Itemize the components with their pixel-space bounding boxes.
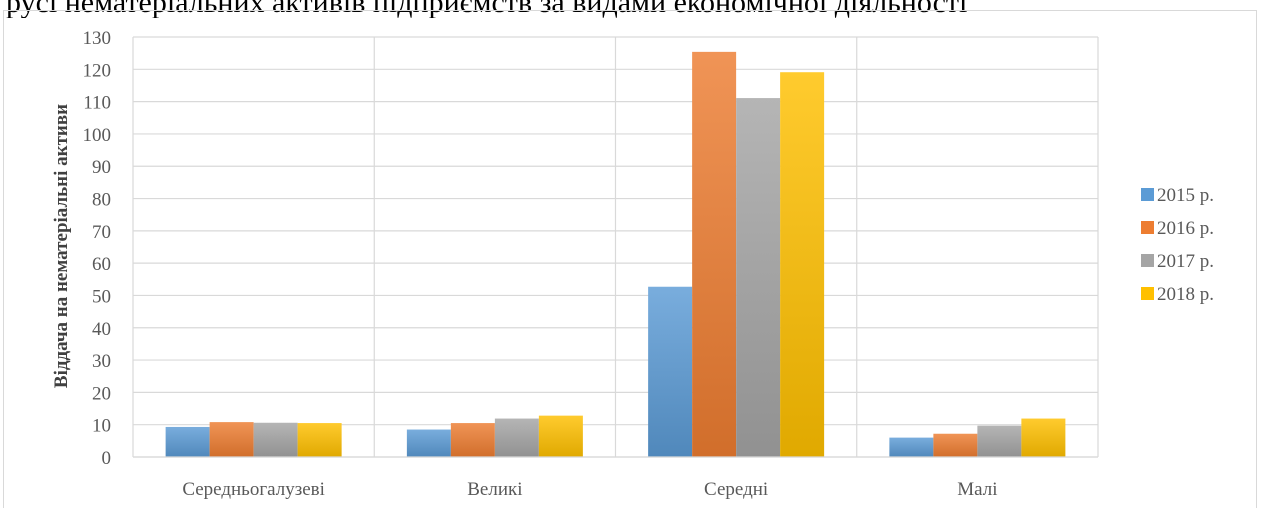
bar [780, 72, 825, 457]
legend-label: 2017 р. [1157, 251, 1214, 272]
bar [494, 418, 539, 457]
bar [165, 426, 210, 457]
top-text-line: русі нематеріальних активів підприємств … [0, 0, 1261, 18]
y-tick-label: 30 [92, 351, 111, 372]
y-tick-label: 90 [92, 157, 111, 178]
bar [1021, 418, 1066, 457]
y-tick-label: 0 [102, 448, 112, 469]
bar [933, 433, 978, 457]
legend-label: 2016 р. [1157, 218, 1214, 239]
bar [889, 437, 934, 457]
y-tick-label: 70 [92, 222, 111, 243]
legend-swatch [1141, 188, 1154, 201]
legend-swatch [1141, 221, 1154, 234]
gridlines [132, 36, 1099, 458]
bar [253, 422, 298, 457]
bars [165, 51, 1066, 458]
y-tick-label: 100 [83, 125, 112, 146]
legend: 2015 р. 2016 р. 2017 р. 2018 р. [1141, 185, 1214, 305]
y-tick-label: 40 [92, 319, 111, 340]
bar [977, 425, 1022, 457]
bar [648, 286, 693, 457]
bar [692, 51, 737, 457]
category-label: Середньогалузеві [182, 479, 325, 500]
bar [406, 429, 451, 457]
legend-swatch [1141, 287, 1154, 300]
y-tick-label: 130 [83, 28, 112, 49]
bar [297, 423, 342, 457]
legend-label: 2018 р. [1157, 284, 1214, 305]
category-label: Великі [467, 479, 522, 500]
x-axis: Середньогалузеві Великі Середні Малі [133, 456, 1098, 500]
top-text: русі нематеріальних активів підприємств … [6, 0, 968, 18]
y-tick-label: 80 [92, 190, 111, 211]
y-tick-label: 20 [92, 383, 111, 404]
category-label: Середні [704, 479, 768, 500]
bar [209, 422, 254, 457]
y-axis-label: Віддача на нематеріальні активи [51, 104, 72, 388]
y-tick-label: 60 [92, 254, 111, 275]
y-tick-label: 10 [92, 416, 111, 437]
bar [450, 423, 495, 457]
y-tick-label: 120 [83, 60, 112, 81]
y-tick-label: 50 [92, 286, 111, 307]
bar [538, 415, 583, 457]
y-tick-label: 110 [83, 93, 111, 114]
category-label: Малі [957, 479, 997, 500]
legend-label: 2015 р. [1157, 185, 1214, 206]
chart-frame [3, 10, 1257, 508]
y-axis: 0 10 20 30 40 50 60 70 80 90 100 110 120 130 [83, 28, 112, 469]
bar [736, 98, 781, 458]
legend-swatch [1141, 254, 1154, 267]
